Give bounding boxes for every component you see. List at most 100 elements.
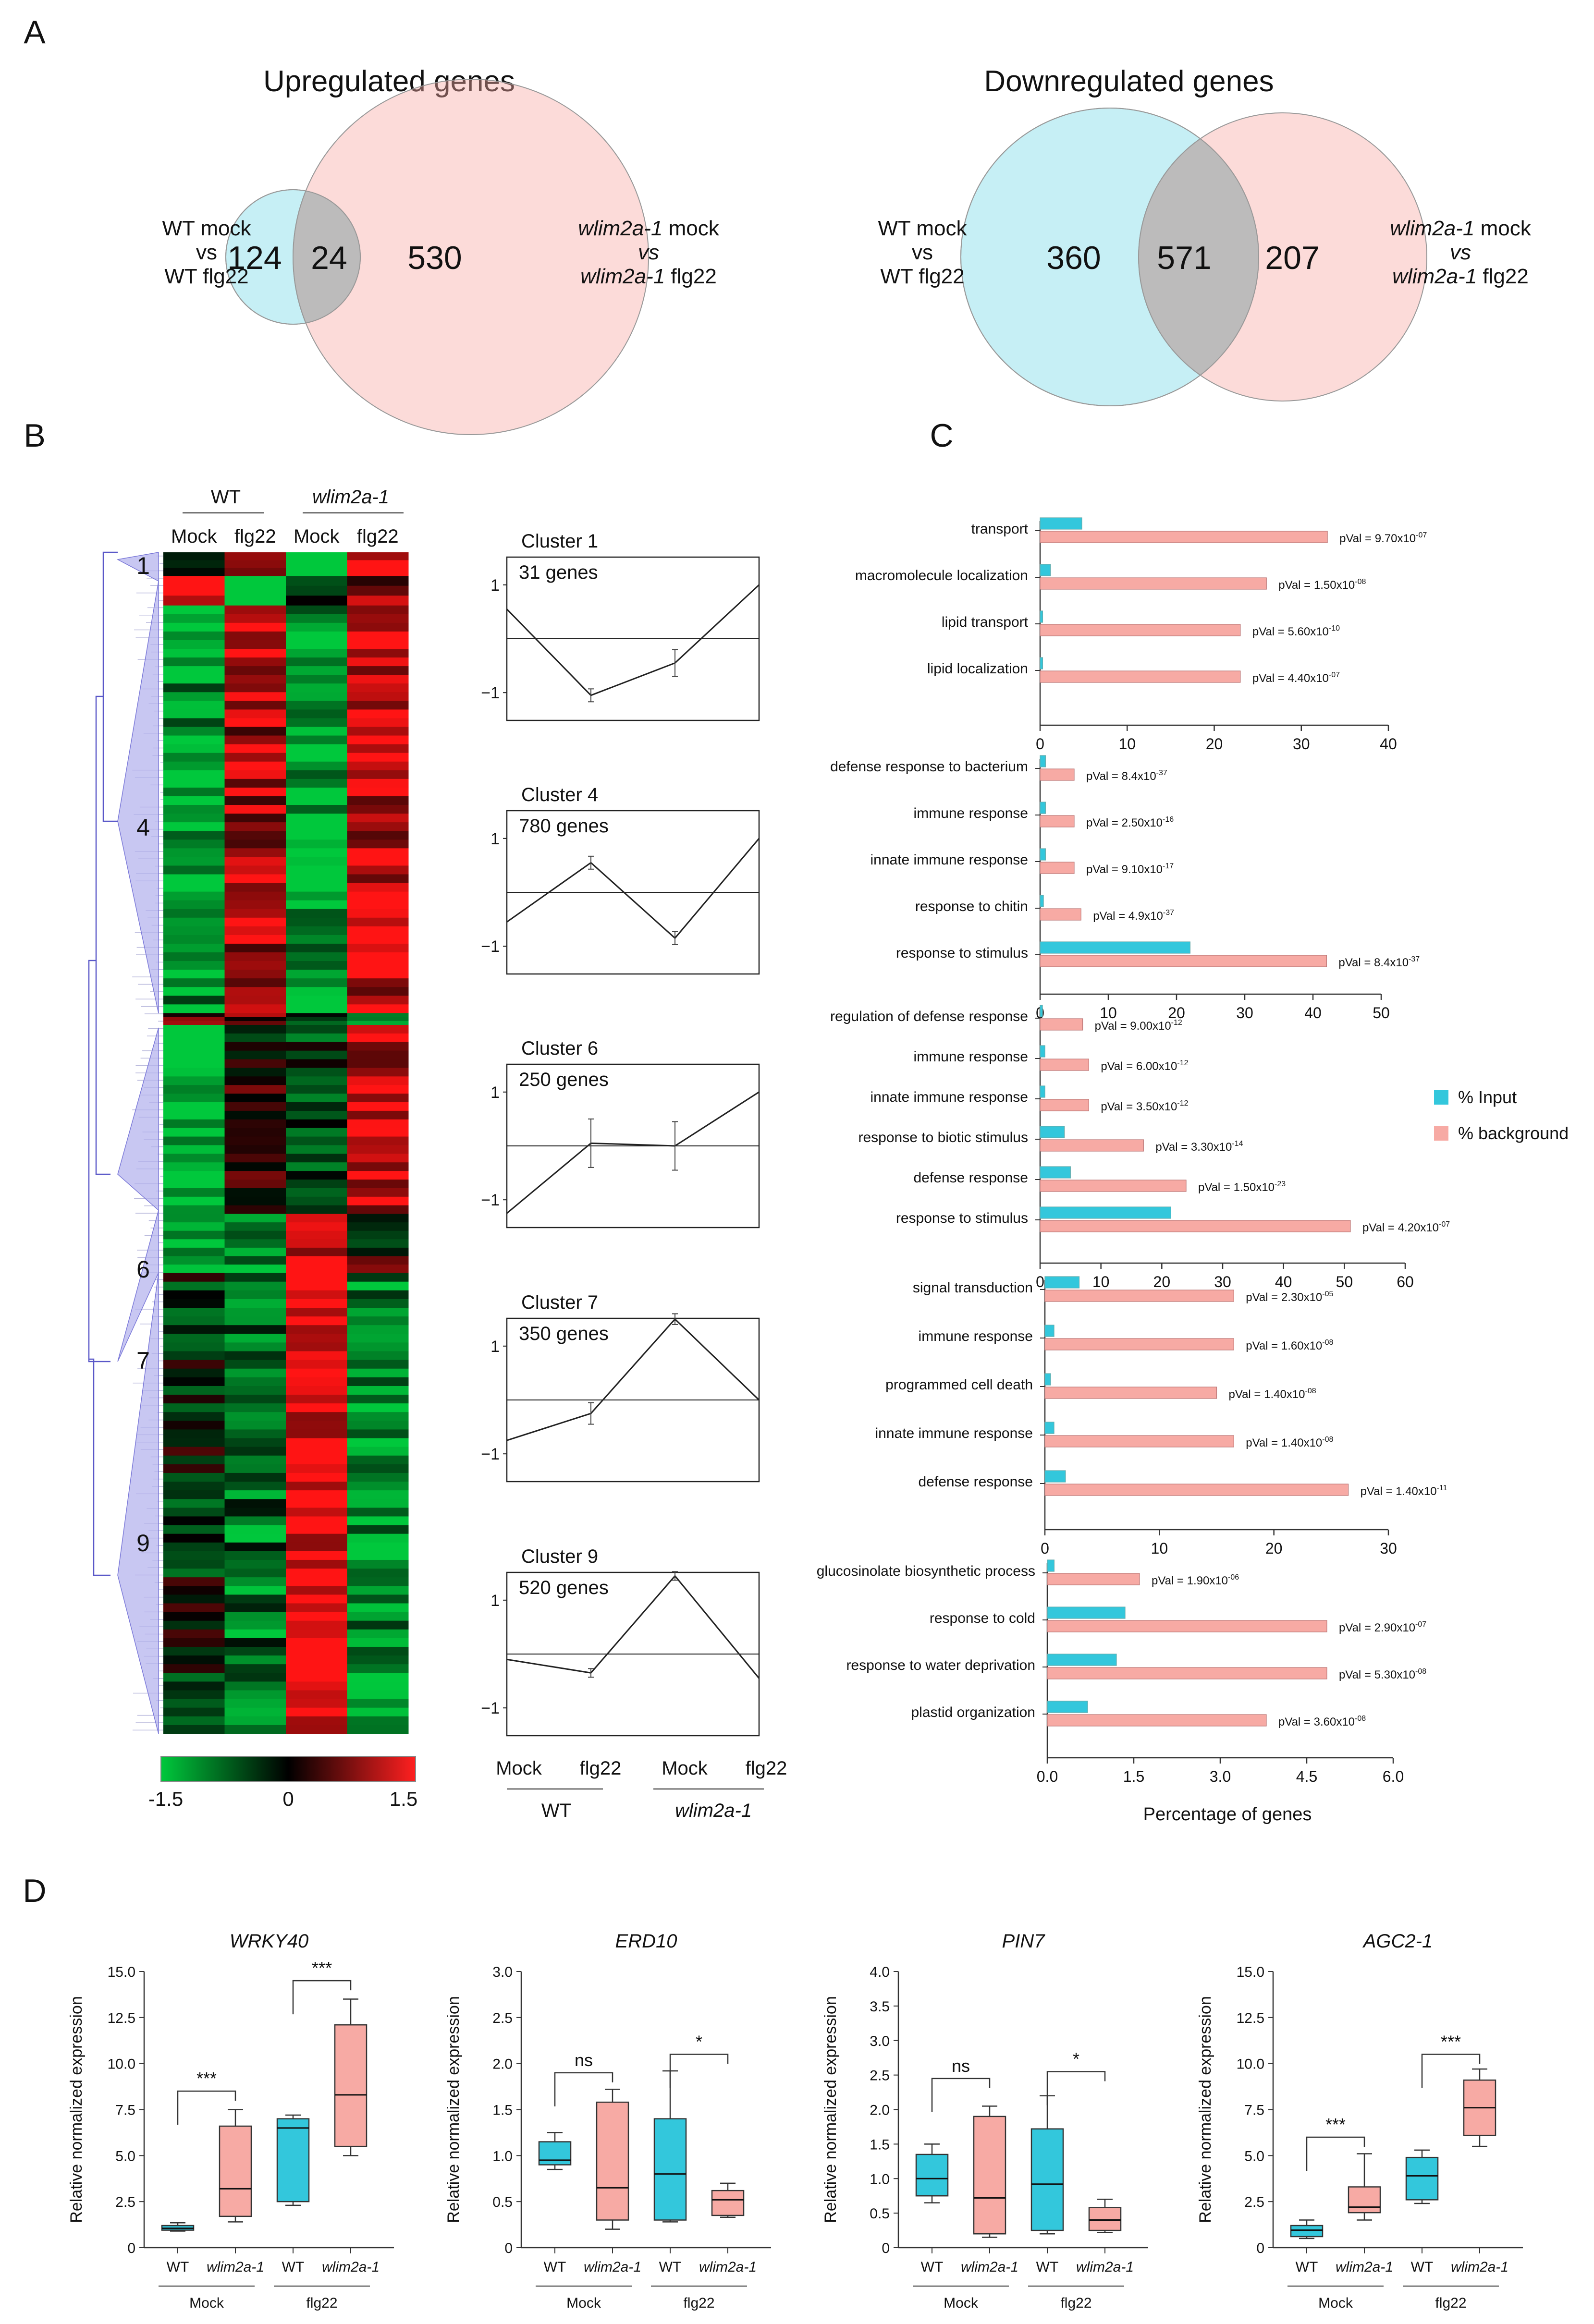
- heatmap-cell: [286, 978, 347, 987]
- heatmap-cell: [224, 1386, 286, 1395]
- go-bar-input: [1044, 1373, 1051, 1386]
- heatmap-cell: [347, 1085, 409, 1094]
- heatmap-cell: [286, 1059, 347, 1068]
- boxplot-ytick-label: 0: [127, 2240, 135, 2256]
- pval-base: pVal = 1.40x10: [1229, 1388, 1305, 1401]
- go-xtick-label: 50: [1373, 1004, 1390, 1022]
- pval-exponent: -08: [1355, 1715, 1366, 1723]
- heatmap-cell: [224, 709, 286, 718]
- heatmap-cell: [347, 1102, 409, 1111]
- go-xtick-label: 40: [1304, 1004, 1322, 1022]
- heatmap-cell: [224, 1472, 286, 1482]
- heatmap-cell: [163, 1316, 225, 1326]
- heatmap-cell: [163, 1119, 225, 1129]
- pval-exponent: -14: [1232, 1140, 1243, 1148]
- heatmap-cell: [347, 1421, 409, 1430]
- heatmap-cell: [286, 640, 347, 649]
- heatmap-cell: [286, 1542, 347, 1552]
- heatmap-cell: [347, 735, 409, 745]
- pval-exponent: -06: [1228, 1573, 1239, 1582]
- go-bar-background: [1044, 1435, 1234, 1448]
- pval-exponent: -07: [1415, 1620, 1426, 1629]
- heatmap-cell: [286, 1162, 347, 1171]
- heatmap-cell: [163, 1464, 225, 1473]
- condition-label: flg22: [306, 2295, 337, 2311]
- boxplot-xlabel: WT: [659, 2259, 682, 2275]
- heatmap-cell: [163, 1230, 225, 1240]
- go-pvalue: pVal = 8.4x10-37: [1338, 955, 1420, 969]
- heatmap-cell: [224, 761, 286, 771]
- go-xtick-label: 10: [1100, 1004, 1117, 1022]
- heatmap-cell: [286, 1638, 347, 1647]
- heatmap-cell: [224, 1119, 286, 1129]
- condition-label: Mock: [566, 2295, 601, 2311]
- boxplot-ylabel: Relative normalized expression: [444, 1996, 463, 2223]
- boxplot-xlabel: WT: [1036, 2259, 1059, 2275]
- venn-left-label: WT mock: [878, 217, 968, 240]
- pval-exponent: -17: [1163, 862, 1174, 870]
- heatmap-cell: [224, 831, 286, 840]
- heatmap-cell: [224, 666, 286, 675]
- heatmap-cell: [163, 1325, 225, 1334]
- heatmap-cell: [224, 848, 286, 857]
- heatmap-cell: [224, 978, 286, 987]
- heatmap-cell: [224, 961, 286, 970]
- pval-base: pVal = 8.4x10: [1338, 956, 1409, 969]
- heatmap-cell: [163, 1247, 225, 1256]
- go-term-label: defense response: [913, 1170, 1028, 1186]
- heatmap-cell: [286, 1725, 347, 1734]
- heatmap-cell: [347, 883, 409, 892]
- heatmap-cell: [347, 631, 409, 641]
- boxplot-ytick-label: 3.0: [870, 2033, 890, 2049]
- profile-gene-count: 780 genes: [519, 815, 609, 837]
- go-bar-background: [1040, 768, 1075, 781]
- heatmap-cell: [224, 1551, 286, 1560]
- panel-label-a: A: [24, 14, 46, 50]
- heatmap-cell: [347, 605, 409, 615]
- heatmap-cell: [163, 1403, 225, 1412]
- heatmap-cell: [224, 1128, 286, 1137]
- heatmap-cell: [224, 1094, 286, 1103]
- heatmap-cell: [224, 631, 286, 641]
- significance-label: ***: [1441, 2032, 1461, 2052]
- heatmap-cell: [347, 585, 409, 596]
- heatmap-cell: [224, 622, 286, 632]
- boxplot-ytick-label: 3.0: [492, 1964, 513, 1980]
- heatmap-cell: [163, 1290, 225, 1300]
- venn-outline: [960, 108, 1259, 406]
- heatmap-cell: [163, 1664, 225, 1673]
- significance-bracket: [1306, 2136, 1365, 2171]
- go-pvalue: pVal = 5.60x10-10: [1252, 624, 1340, 638]
- heatmap-cell: [286, 1455, 347, 1465]
- heatmap-cell: [163, 683, 225, 693]
- go-bar-background: [1040, 955, 1327, 967]
- heatmap-cell: [286, 1577, 347, 1586]
- boxplot-ytick-label: 0.5: [492, 2194, 513, 2210]
- pval-exponent: -10: [1329, 624, 1340, 633]
- condition-label: flg22: [1060, 2295, 1091, 2311]
- go-xtick-label: 6.0: [1383, 1768, 1404, 1785]
- significance-bracket: [177, 2090, 236, 2125]
- cluster-number: 4: [136, 814, 150, 841]
- boxplot-ytick-label: 1.5: [870, 2137, 890, 2153]
- heatmap-cell: [286, 1247, 347, 1256]
- heatmap-cell: [286, 596, 347, 606]
- heatmap-cell: [347, 1290, 409, 1300]
- heatmap-cell: [347, 1403, 409, 1412]
- venn-left-label: WT flg22: [164, 265, 248, 288]
- panel-label-b: B: [24, 417, 45, 454]
- go-bar-background: [1040, 1139, 1144, 1152]
- heatmap-cell: [163, 1145, 225, 1154]
- significance-bracket: [931, 2078, 991, 2112]
- go-pvalue: pVal = 1.40x10-11: [1361, 1484, 1447, 1498]
- heatmap-cell: [224, 1638, 286, 1647]
- heatmap-cell: [163, 1025, 225, 1034]
- heatmap-cell: [224, 935, 286, 944]
- significance-label: ns: [575, 2050, 593, 2070]
- heatmap-cell: [347, 961, 409, 970]
- venn-right-label: vs: [1450, 241, 1471, 264]
- heatmap-cell: [286, 605, 347, 615]
- heatmap-cell: [286, 701, 347, 710]
- boxplot-box: [1088, 2207, 1122, 2231]
- heatmap-cell: [286, 744, 347, 754]
